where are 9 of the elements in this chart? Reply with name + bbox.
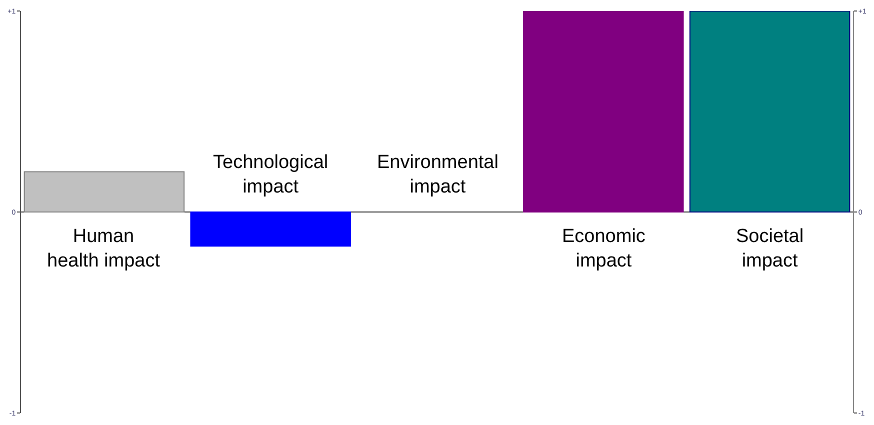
bar: [24, 171, 185, 212]
bar: [190, 212, 351, 247]
x-tick-label: Environmental impact: [377, 152, 498, 198]
bar: [689, 11, 850, 212]
bar: [523, 11, 684, 212]
x-tick-label: Human health impact: [47, 226, 161, 272]
x-tick-label: Economic impact: [562, 226, 646, 272]
x-tick-label: Technological impact: [213, 152, 328, 198]
x-tick-label: Societal impact: [736, 226, 804, 272]
